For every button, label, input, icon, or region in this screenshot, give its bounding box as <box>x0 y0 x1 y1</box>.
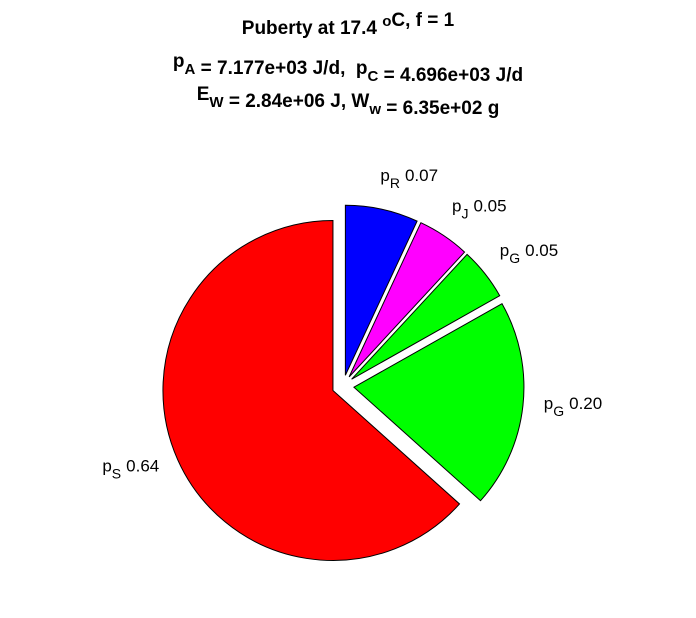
title-superscript: o <box>382 13 391 30</box>
pie-slice <box>351 253 501 380</box>
chart-title: Puberty at 17.4 oC, f = 1 <box>242 10 455 39</box>
title-subscript: C <box>368 68 379 85</box>
slice-label: pJ 0.05 <box>452 197 507 222</box>
pie-slice <box>344 204 418 376</box>
title-text: p <box>173 51 185 72</box>
title-subscript: w <box>368 101 381 118</box>
title-subscript: A <box>185 61 196 78</box>
value-label: 0.07 <box>405 166 438 185</box>
title-text: = 2.84e+06 J, W <box>224 91 370 112</box>
title-text: C, f = 1 <box>391 10 454 31</box>
label-symbol: p <box>380 166 389 185</box>
label-subscript: R <box>390 175 400 191</box>
label-subscript: J <box>461 206 468 222</box>
value-label: 0.64 <box>126 457 159 476</box>
slice-label: pG 0.05 <box>500 241 558 266</box>
title-text: = 4.696e+03 J/d <box>378 65 523 86</box>
chart-title: pA = 7.177e+03 J/d, pC = 4.696e+03 J/d <box>173 51 523 86</box>
label-subscript: S <box>112 466 121 482</box>
slice-label: pS 0.64 <box>102 457 159 482</box>
title-text: Puberty at 17.4 <box>242 18 382 39</box>
slice-label: pR 0.07 <box>380 166 438 191</box>
label-symbol: p <box>544 394 553 413</box>
value-label: 0.05 <box>525 241 558 260</box>
value-label: 0.05 <box>473 197 506 216</box>
label-subscript: G <box>509 250 520 266</box>
label-symbol: p <box>102 457 111 476</box>
title-text: = 6.35e+02 g <box>381 98 499 119</box>
chart-title: EW = 2.84e+06 J, Ww = 6.35e+02 g <box>197 84 500 119</box>
value-label: 0.20 <box>569 394 602 413</box>
label-subscript: G <box>553 403 564 419</box>
label-symbol: p <box>452 197 461 216</box>
title-subscript: W <box>209 94 224 111</box>
title-text: = 7.177e+03 J/d, p <box>195 58 367 79</box>
pie-slice <box>162 219 461 561</box>
label-symbol: p <box>500 241 509 260</box>
title-text: E <box>197 84 210 105</box>
slice-label: pG 0.20 <box>544 394 602 419</box>
pie-slice <box>353 303 525 502</box>
pie-slice <box>348 222 466 378</box>
